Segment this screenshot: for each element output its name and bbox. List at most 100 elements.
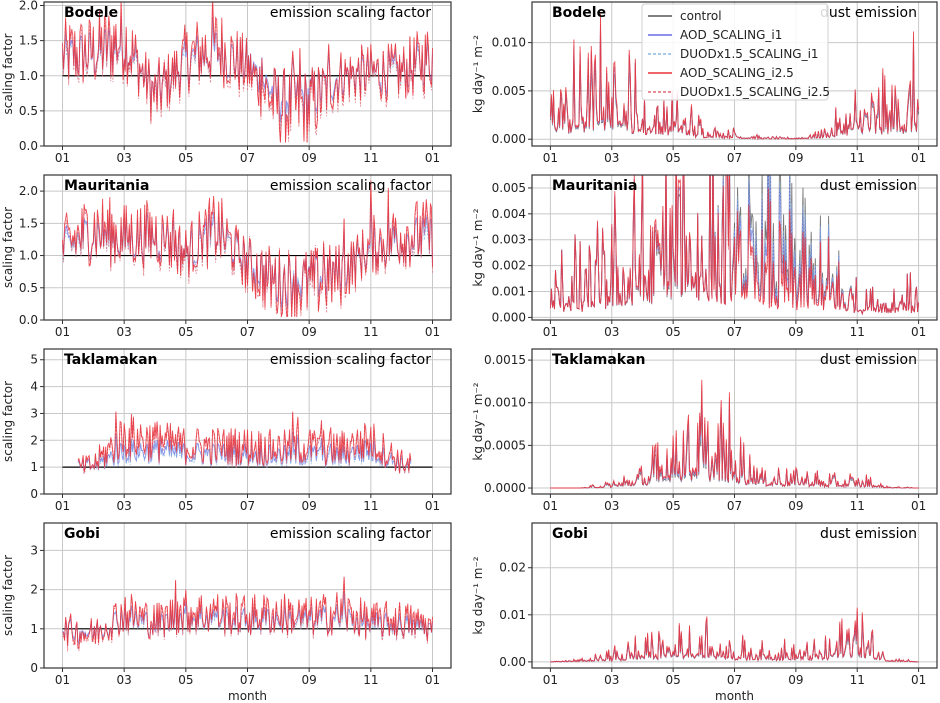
y-tick-label: 4 <box>30 380 38 394</box>
panel-title: dust emission <box>820 178 917 194</box>
y-axis-label: scaling factor <box>1 555 15 636</box>
x-tick-label: 03 <box>604 499 619 513</box>
y-tick-label: 1.5 <box>19 216 38 230</box>
y-tick-label: 0.5 <box>19 104 38 118</box>
y-tick-label: 3 <box>30 543 38 557</box>
panel-taklamakan-emission: 01 03 05 07 09 11 01 0.0000 0.0005 0.0010 0.0015 kg… <box>471 348 938 513</box>
x-tick-label: 07 <box>240 673 255 687</box>
x-tick-label: 03 <box>604 151 619 165</box>
x-tick-label: 01 <box>543 151 558 165</box>
x-tick-label: 05 <box>178 151 193 165</box>
x-tick-label: 01 <box>911 673 926 687</box>
region-label: Gobi <box>552 526 588 542</box>
y-tick-label: 2.0 <box>19 0 38 13</box>
x-tick-label: 03 <box>604 673 619 687</box>
y-tick-label: 2 <box>30 583 38 597</box>
legend-frame <box>641 3 829 101</box>
x-tick-label: 09 <box>788 499 803 513</box>
y-tick-label: 1.0 <box>19 249 38 263</box>
x-tick-label: 09 <box>788 325 803 339</box>
x-tick-label: 11 <box>363 499 378 513</box>
panel-title: dust emission <box>820 5 917 21</box>
x-tick-label: 09 <box>302 499 317 513</box>
x-tick-label: 01 <box>425 325 440 339</box>
series-line-aod_i25 <box>62 2 433 143</box>
x-tick-label: 01 <box>425 673 440 687</box>
y-tick-label: 0.00 <box>499 655 526 669</box>
x-tick-label: 11 <box>363 673 378 687</box>
x-tick-label: 05 <box>178 325 193 339</box>
x-tick-label: 09 <box>788 673 803 687</box>
region-label: Taklamakan <box>64 352 158 368</box>
region-label: Gobi <box>64 526 100 542</box>
x-tick-label: 05 <box>178 499 193 513</box>
x-tick-label: 11 <box>850 499 865 513</box>
y-axis-label: kg day⁻¹ m⁻² <box>471 35 485 113</box>
panel-title: dust emission <box>820 352 917 368</box>
x-tick-label: 01 <box>543 325 558 339</box>
y-tick-label: 0.0015 <box>484 353 526 367</box>
y-tick-label: 0.0005 <box>484 438 526 452</box>
x-tick-label: 03 <box>117 499 132 513</box>
series-line-aod_i25 <box>549 13 920 141</box>
y-tick-label: 3 <box>30 406 38 420</box>
x-tick-label: 03 <box>117 673 132 687</box>
y-axis-label: kg day⁻¹ m⁻² <box>471 556 485 634</box>
y-tick-label: 0.005 <box>492 181 526 195</box>
x-tick-label: 07 <box>240 151 255 165</box>
x-tick-label: 01 <box>425 151 440 165</box>
series-line-duod_i1 <box>77 431 412 475</box>
x-axis-label: month <box>715 689 754 703</box>
y-tick-label: 0.0010 <box>484 396 526 410</box>
series-line-aod_i25 <box>62 180 433 317</box>
y-tick-label: 2 <box>30 433 38 447</box>
y-tick-label: 0.000 <box>492 310 526 324</box>
y-tick-label: 0.010 <box>492 36 526 50</box>
x-tick-label: 01 <box>55 325 70 339</box>
panel-title: dust emission <box>820 526 917 542</box>
series-line-aod_i25 <box>77 411 412 474</box>
y-tick-label: 1 <box>30 460 38 474</box>
x-tick-label: 11 <box>363 151 378 165</box>
x-tick-label: 01 <box>425 499 440 513</box>
x-tick-label: 01 <box>911 325 926 339</box>
panel-title: emission scaling factor <box>270 352 431 368</box>
x-tick-label: 09 <box>788 151 803 165</box>
y-tick-label: 1.0 <box>19 69 38 83</box>
x-tick-label: 11 <box>850 151 865 165</box>
panel-gobi-emission: 01 03 05 07 09 11 01 0.00 0.01 0.02 kg day⁻¹ m⁻² mo… <box>471 522 938 703</box>
y-tick-label: 0.01 <box>499 608 526 622</box>
series-line-duod_i25 <box>62 4 433 143</box>
x-tick-label: 05 <box>665 325 680 339</box>
series-line-aod_i25 <box>550 379 919 489</box>
x-tick-label: 01 <box>55 673 70 687</box>
y-tick-label: 1 <box>30 622 38 636</box>
x-tick-label: 05 <box>178 673 193 687</box>
region-label: Mauritania <box>64 178 149 194</box>
y-tick-label: 0.0 <box>19 139 38 153</box>
y-tick-label: 1.5 <box>19 34 38 48</box>
x-axis-label: month <box>228 689 267 703</box>
y-tick-label: 0.005 <box>492 84 526 98</box>
y-tick-label: 2.0 <box>19 184 38 198</box>
x-tick-label: 03 <box>117 151 132 165</box>
y-tick-label: 0 <box>30 661 38 675</box>
y-tick-label: 0.002 <box>492 259 526 273</box>
y-tick-label: 0.003 <box>492 233 526 247</box>
x-tick-label: 11 <box>850 673 865 687</box>
x-tick-label: 07 <box>240 325 255 339</box>
x-tick-label: 09 <box>302 151 317 165</box>
series-line-aod_i25 <box>550 607 919 663</box>
x-tick-label: 07 <box>727 325 742 339</box>
y-axis-label: kg day⁻¹ m⁻² <box>471 382 485 460</box>
y-tick-label: 0.0000 <box>484 481 526 495</box>
panel-title: emission scaling factor <box>270 5 431 21</box>
legend-label-aod_i1: AOD_SCALING_i1 <box>680 28 782 42</box>
y-tick-label: 0.02 <box>499 561 526 575</box>
x-tick-label: 01 <box>543 499 558 513</box>
y-tick-label: 0.004 <box>492 207 526 221</box>
x-tick-label: 05 <box>665 499 680 513</box>
x-tick-label: 11 <box>363 325 378 339</box>
region-label: Taklamakan <box>552 352 646 368</box>
